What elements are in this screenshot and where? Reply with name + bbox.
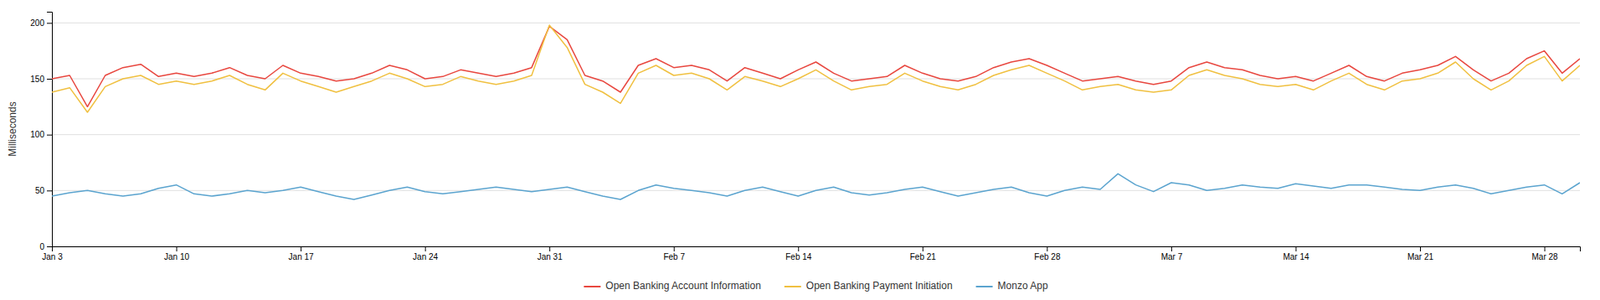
x-tick-label: Jan 31 xyxy=(537,252,563,262)
legend-item: Monzo App xyxy=(976,279,1049,292)
legend-label: Open Banking Payment Initiation xyxy=(806,279,953,292)
y-tick-mark xyxy=(46,78,52,80)
x-tick: Jan 17 xyxy=(288,246,314,262)
y-tick: 150 xyxy=(30,74,52,84)
x-axis: Jan 3 Jan 10 Jan 17 Jan 24 Jan 31 Feb 7 Feb 14… xyxy=(41,246,1580,262)
x-tick-mark xyxy=(549,246,551,252)
grid-line xyxy=(51,78,1580,80)
y-tick-label: 50 xyxy=(35,185,46,196)
x-tick: Feb 21 xyxy=(910,246,937,262)
x-tick-label: Feb 21 xyxy=(910,252,937,262)
x-tick-label: Mar 14 xyxy=(1282,252,1310,262)
x-tick-label: Jan 10 xyxy=(164,252,190,262)
y-tick-mark xyxy=(46,22,52,24)
legend-label: Open Banking Account Information xyxy=(605,279,761,292)
x-tick-mark xyxy=(176,246,178,252)
x-tick: Mar 7 xyxy=(1161,246,1184,262)
x-tick-mark xyxy=(1171,246,1173,252)
chart: Jan 3 Jan 10 Jan 17 Jan 24 Jan 31 Feb 7 Feb 14… xyxy=(0,0,1600,300)
series-line xyxy=(51,25,1580,113)
x-tick: Mar 21 xyxy=(1407,246,1435,262)
x-tick-mark xyxy=(425,246,427,252)
x-tick-label: Feb 28 xyxy=(1034,252,1061,262)
y-tick-mark xyxy=(46,134,52,136)
legend-item: Open Banking Account Information xyxy=(583,279,761,292)
x-tick-mark xyxy=(922,246,924,252)
y-axis: 0 50 100 150 200 xyxy=(30,12,52,252)
x-tick: Mar 28 xyxy=(1531,246,1559,262)
y-tick: 200 xyxy=(30,18,52,28)
legend-swatch xyxy=(583,285,601,288)
y-tick: 0 xyxy=(39,241,52,252)
x-tick: Feb 14 xyxy=(785,246,813,262)
x-tick-label: Mar 7 xyxy=(1161,252,1184,262)
series-line xyxy=(51,25,1580,107)
x-tick-label: Feb 14 xyxy=(785,252,813,262)
y-tick-label: 200 xyxy=(30,18,45,28)
x-tick: Jan 31 xyxy=(537,246,563,262)
grid xyxy=(51,22,1580,247)
series-group xyxy=(51,25,1580,200)
y-axis-title: Milliseconds xyxy=(6,101,19,156)
plot: Jan 3 Jan 10 Jan 17 Jan 24 Jan 31 Feb 7 Feb 14… xyxy=(30,12,1580,263)
series-line xyxy=(51,173,1580,200)
x-tick: Feb 7 xyxy=(663,246,685,262)
x-tick-label: Jan 24 xyxy=(412,252,438,262)
x-tick: Jan 10 xyxy=(164,246,190,262)
x-axis-line xyxy=(52,246,1581,253)
y-tick-label: 100 xyxy=(30,129,45,139)
grid-line xyxy=(51,22,1580,24)
x-tick: Feb 28 xyxy=(1034,246,1061,262)
x-tick-mark xyxy=(300,246,302,252)
x-tick-mark xyxy=(797,246,799,252)
x-tick-mark xyxy=(1544,246,1546,252)
y-tick-mark xyxy=(46,190,52,191)
y-tick-label: 0 xyxy=(39,241,45,252)
y-tick: 50 xyxy=(35,185,52,196)
x-tick-label: Feb 7 xyxy=(663,252,685,262)
y-tick-label: 150 xyxy=(30,74,45,84)
x-tick-label: Jan 17 xyxy=(288,252,314,262)
x-tick: Mar 14 xyxy=(1282,246,1310,262)
x-tick: Jan 24 xyxy=(412,246,438,262)
legend: Open Banking Account Information Open Ban… xyxy=(583,279,1049,292)
x-tick-mark xyxy=(673,246,675,252)
x-tick: Jan 3 xyxy=(41,246,63,262)
y-axis-line xyxy=(46,12,53,247)
y-tick: 100 xyxy=(30,129,52,139)
x-tick-mark xyxy=(1046,246,1048,252)
legend-label: Monzo App xyxy=(998,279,1049,292)
legend-swatch xyxy=(784,285,802,288)
y-tick-mark xyxy=(46,246,52,247)
grid-line xyxy=(51,133,1580,135)
x-tick-label: Mar 28 xyxy=(1531,252,1559,262)
x-tick-label: Jan 3 xyxy=(41,252,63,262)
legend-swatch xyxy=(976,285,993,288)
x-tick-label: Mar 21 xyxy=(1407,252,1435,262)
legend-item: Open Banking Payment Initiation xyxy=(784,279,953,292)
x-tick-mark xyxy=(1419,246,1421,252)
x-tick-mark xyxy=(1295,246,1297,252)
